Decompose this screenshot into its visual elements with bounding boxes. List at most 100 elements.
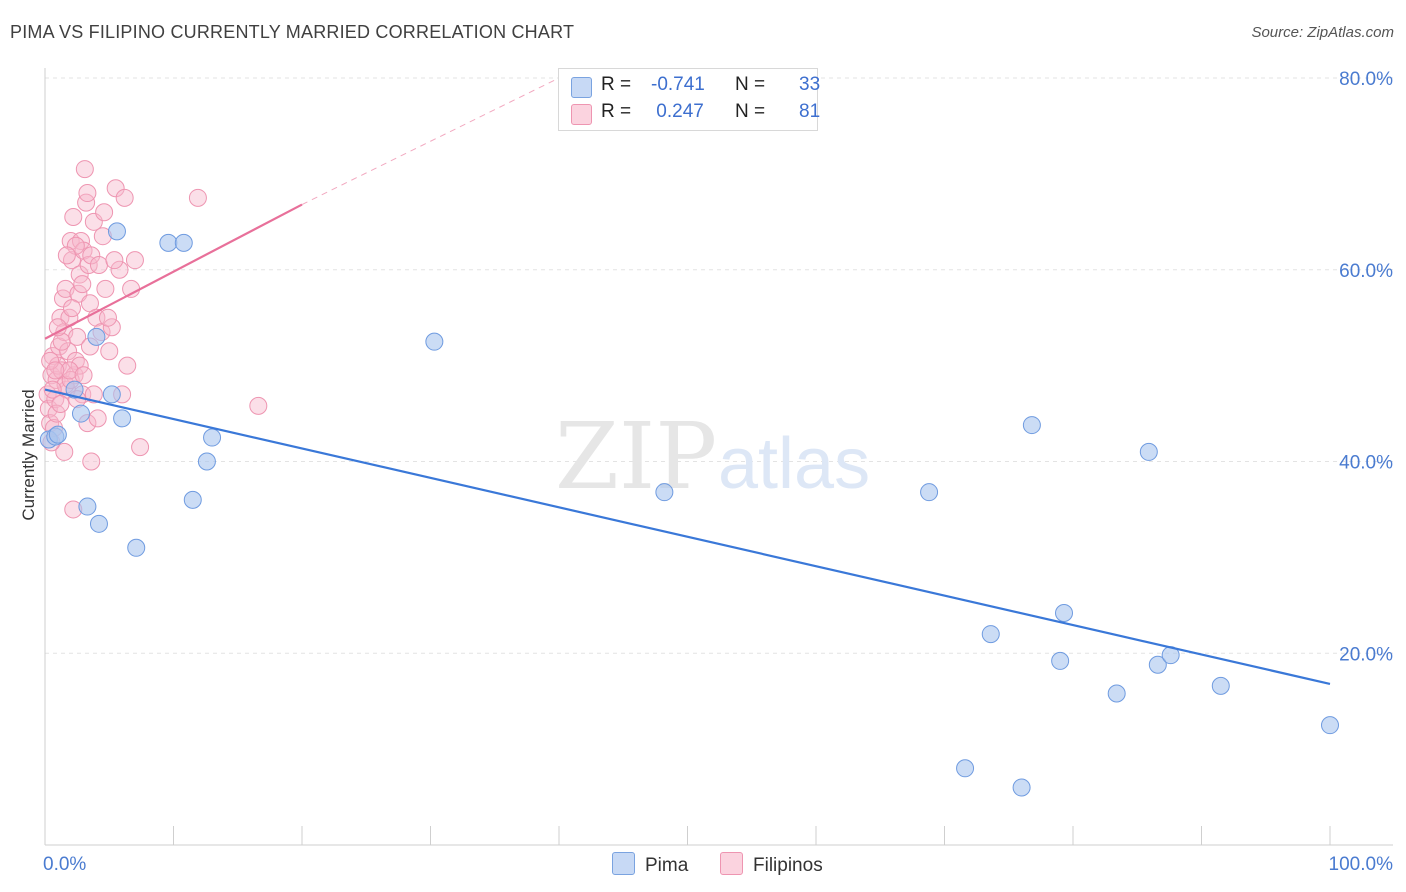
data-point-pima	[1012, 778, 1031, 797]
data-point-filipinos	[64, 208, 83, 227]
data-point-filipinos	[62, 251, 81, 270]
data-point-pima	[1107, 684, 1126, 703]
legend-n-label: N =	[735, 74, 766, 95]
data-point-filipinos	[82, 452, 101, 471]
data-point-pima	[197, 452, 216, 471]
trend-line-filipinos	[44, 203, 303, 340]
data-point-filipinos	[75, 160, 94, 179]
data-point-filipinos	[98, 308, 117, 327]
data-point-pima	[89, 514, 108, 533]
data-point-filipinos	[73, 275, 92, 294]
data-point-filipinos	[41, 351, 60, 370]
data-point-filipinos	[77, 193, 96, 212]
legend-r-value: 0.247	[651, 101, 704, 122]
data-point-filipinos	[95, 203, 114, 222]
data-point-pima	[1321, 716, 1339, 735]
data-point-pima	[920, 483, 939, 502]
data-point-filipinos	[66, 236, 85, 255]
data-point-filipinos	[59, 342, 78, 361]
pima-legend-swatch	[612, 852, 635, 875]
data-point-pima	[113, 409, 132, 428]
watermark-zip: ZIP	[555, 403, 717, 510]
trend-line-pima	[44, 388, 1331, 686]
series-filipinos-points	[38, 160, 268, 519]
data-point-filipinos	[84, 385, 103, 404]
chart-title: PIMA VS FILIPINO CURRENTLY MARRIED CORRE…	[10, 22, 575, 42]
data-point-pima	[65, 380, 84, 399]
data-point-filipinos	[110, 260, 129, 279]
data-point-pima	[127, 538, 146, 557]
source-label: Source: ZipAtlas.com	[1251, 24, 1394, 41]
pima-swatch	[571, 77, 592, 98]
data-point-pima	[425, 332, 444, 351]
legend-n-value: 81	[799, 101, 821, 122]
y-tick-label: 40.0%	[1339, 453, 1393, 474]
data-point-pima	[1148, 655, 1167, 674]
data-point-filipinos	[50, 337, 69, 356]
correlation-legend: R = -0.741 N = 33 R = 0.247 N = 81	[558, 68, 821, 131]
data-point-pima	[956, 759, 975, 778]
data-point-pima	[174, 233, 193, 252]
x-tick-label: 0.0%	[43, 854, 86, 875]
data-point-filipinos	[82, 246, 101, 265]
data-point-pima	[107, 222, 126, 241]
watermark: ZIP atlas	[555, 403, 870, 510]
data-point-filipinos	[89, 255, 108, 274]
y-tick-label: 60.0%	[1339, 261, 1393, 282]
data-point-filipinos	[118, 356, 137, 375]
tick-labels: 20.0% 40.0% 60.0% 80.0% 0.0% 100.0%	[43, 69, 1393, 875]
data-point-pima	[102, 385, 121, 404]
data-point-filipinos	[96, 279, 115, 298]
data-point-filipinos	[249, 396, 268, 415]
legend-item-filipinos: Filipinos	[720, 852, 823, 877]
data-point-filipinos	[46, 361, 65, 380]
data-point-filipinos	[62, 299, 81, 318]
data-point-pima	[183, 490, 202, 509]
y-axis-label: Currently Married	[19, 389, 38, 520]
filipinos-legend-label: Filipinos	[753, 855, 823, 876]
x-tick-label: 100.0%	[1329, 854, 1394, 875]
trend-extension-filipinos	[301, 77, 560, 206]
data-point-pima	[71, 404, 90, 423]
data-point-pima	[48, 425, 67, 444]
axes	[44, 68, 1393, 846]
data-point-pima	[1139, 442, 1158, 461]
data-point-pima	[203, 428, 222, 447]
data-point-pima	[1051, 651, 1070, 670]
legend-item-pima: Pima	[612, 852, 688, 877]
data-point-pima	[87, 327, 106, 346]
data-point-filipinos	[115, 188, 134, 207]
data-point-filipinos	[52, 332, 71, 351]
legend-r-value: -0.741	[651, 74, 705, 95]
y-tick-label: 20.0%	[1339, 644, 1393, 665]
data-point-filipinos	[100, 342, 119, 361]
data-point-filipinos	[60, 361, 79, 380]
legend-r-label: R =	[601, 101, 632, 122]
data-point-pima	[78, 497, 97, 516]
data-point-filipinos	[74, 366, 93, 385]
data-point-filipinos	[70, 356, 89, 375]
trend-lines	[44, 77, 1331, 686]
grid-lines	[45, 77, 1393, 654]
data-point-pima	[655, 483, 674, 502]
data-point-filipinos	[47, 404, 66, 423]
data-point-pima	[1211, 676, 1230, 695]
data-point-filipinos	[51, 394, 70, 413]
watermark-atlas: atlas	[718, 424, 870, 504]
data-point-filipinos	[188, 188, 207, 207]
pima-legend-label: Pima	[645, 855, 689, 876]
series-pima-points	[39, 222, 1339, 797]
data-point-filipinos	[57, 246, 76, 265]
data-point-filipinos	[78, 184, 97, 203]
data-point-pima	[1022, 416, 1041, 435]
filipinos-swatch	[571, 104, 592, 125]
data-point-filipinos	[88, 409, 107, 428]
legend-n-value: 33	[799, 74, 821, 95]
legend-r-label: R =	[601, 74, 632, 95]
data-point-filipinos	[131, 438, 150, 457]
data-point-filipinos	[43, 380, 62, 399]
data-point-pima	[159, 233, 178, 252]
data-point-filipinos	[106, 179, 125, 198]
data-point-pima	[981, 625, 1000, 644]
